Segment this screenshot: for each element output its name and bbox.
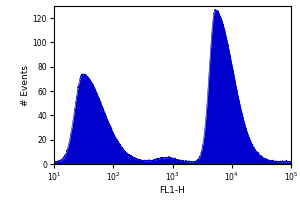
- Y-axis label: # Events: # Events: [21, 64, 30, 106]
- X-axis label: FL1-H: FL1-H: [160, 186, 185, 195]
